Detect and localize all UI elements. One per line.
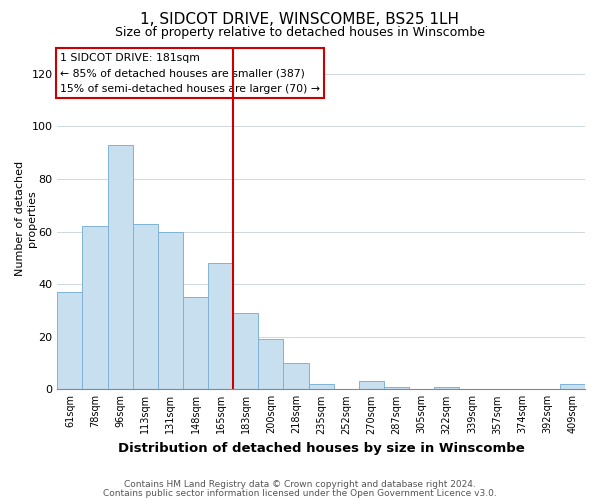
Bar: [158, 232, 183, 390]
Text: Size of property relative to detached houses in Winscombe: Size of property relative to detached ho…: [115, 26, 485, 39]
Text: 1, SIDCOT DRIVE, WINSCOMBE, BS25 1LH: 1, SIDCOT DRIVE, WINSCOMBE, BS25 1LH: [140, 12, 460, 28]
Bar: [434, 386, 460, 390]
Bar: [308, 384, 334, 390]
Bar: [560, 384, 585, 390]
Bar: [233, 313, 259, 390]
Text: 1 SIDCOT DRIVE: 181sqm
← 85% of detached houses are smaller (387)
15% of semi-de: 1 SIDCOT DRIVE: 181sqm ← 85% of detached…: [60, 52, 320, 94]
X-axis label: Distribution of detached houses by size in Winscombe: Distribution of detached houses by size …: [118, 442, 524, 455]
Bar: [107, 145, 133, 390]
Bar: [82, 226, 107, 390]
Y-axis label: Number of detached
properties: Number of detached properties: [15, 161, 37, 276]
Text: Contains HM Land Registry data © Crown copyright and database right 2024.: Contains HM Land Registry data © Crown c…: [124, 480, 476, 489]
Bar: [58, 292, 82, 390]
Bar: [133, 224, 158, 390]
Bar: [259, 340, 283, 390]
Bar: [359, 382, 384, 390]
Text: Contains public sector information licensed under the Open Government Licence v3: Contains public sector information licen…: [103, 488, 497, 498]
Bar: [384, 386, 409, 390]
Bar: [283, 363, 308, 390]
Bar: [183, 298, 208, 390]
Bar: [208, 263, 233, 390]
